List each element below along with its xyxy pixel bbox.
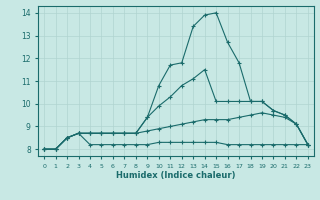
X-axis label: Humidex (Indice chaleur): Humidex (Indice chaleur) (116, 171, 236, 180)
